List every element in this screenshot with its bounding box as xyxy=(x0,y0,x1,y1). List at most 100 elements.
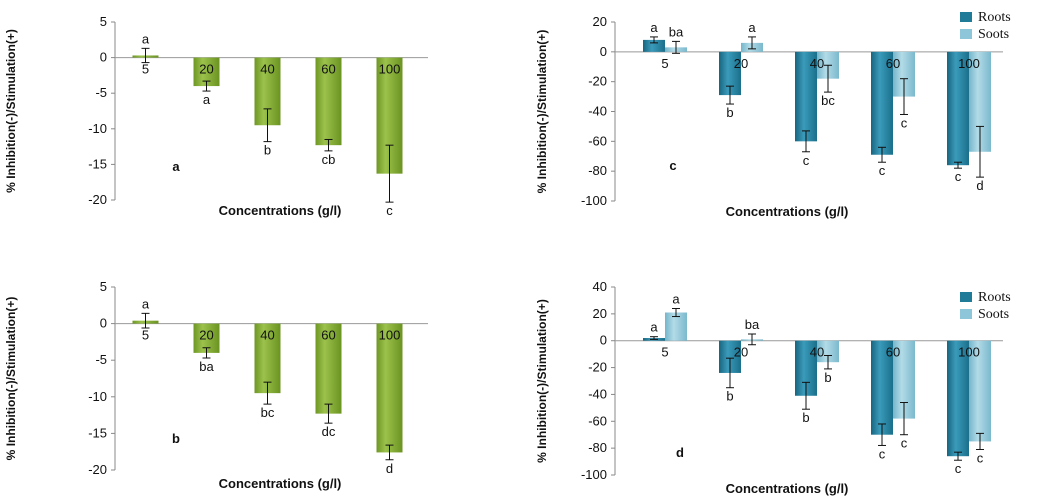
category-label: 40 xyxy=(810,345,824,360)
significance-label: a xyxy=(142,296,150,311)
category-label: 100 xyxy=(958,56,980,71)
significance-label: b xyxy=(726,105,733,120)
y-axis-title: % Inhibition(-)/Stimulation(+) xyxy=(4,297,18,461)
significance-label: cb xyxy=(322,152,336,167)
y-tick-label: -80 xyxy=(588,440,607,455)
significance-label: c xyxy=(977,450,984,465)
bar-soots xyxy=(665,312,687,341)
significance-label: a xyxy=(672,291,680,306)
y-tick-label: 0 xyxy=(100,316,107,331)
category-label: 5 xyxy=(142,62,149,77)
bar-roots xyxy=(643,39,665,52)
significance-label: b xyxy=(264,143,271,158)
y-tick-label: -60 xyxy=(588,413,607,428)
y-tick-label: 5 xyxy=(100,279,107,294)
bar xyxy=(254,323,281,394)
y-tick-label: -100 xyxy=(581,193,607,208)
panel-label: d xyxy=(676,445,684,460)
category-label: 20 xyxy=(199,328,213,343)
significance-label: c xyxy=(955,169,962,184)
legend-label-soots: Soots xyxy=(978,27,1009,42)
legend-swatch-soots xyxy=(960,29,972,39)
y-tick-label: -10 xyxy=(88,121,107,136)
x-axis-title: Concentrations (g/l) xyxy=(726,481,849,496)
legend-label-roots: Roots xyxy=(978,290,1011,305)
significance-label: a xyxy=(748,20,756,35)
chart-panel-a: 5 0 -5 -10 -15 -20 % Inhibition(-)/Stimulation… xyxy=(4,14,428,218)
legend-label-soots: Soots xyxy=(978,307,1009,322)
legend-swatch-roots xyxy=(960,292,972,302)
y-tick-label: 0 xyxy=(100,50,107,65)
chart-panel-b: 5 0 -5 -10 -15 -20 % Inhibition(-)/Stimulation… xyxy=(4,279,428,491)
significance-label: bc xyxy=(261,405,275,420)
panel-label: c xyxy=(669,158,676,173)
y-tick-label: -10 xyxy=(88,389,107,404)
significance-label: a xyxy=(142,31,150,46)
y-tick-label: -15 xyxy=(88,156,107,171)
bar-soots xyxy=(817,340,839,363)
y-tick-label: -40 xyxy=(588,104,607,119)
bar-roots xyxy=(719,340,741,373)
significance-label: ba xyxy=(199,359,214,374)
significance-label: ba xyxy=(745,317,760,332)
category-label: 20 xyxy=(734,345,748,360)
category-label: 20 xyxy=(734,56,748,71)
significance-label: d xyxy=(976,178,983,193)
significance-label: bc xyxy=(821,93,835,108)
significance-label: b xyxy=(802,410,809,425)
significance-label: c xyxy=(901,436,908,451)
x-axis-title: Concentrations (g/l) xyxy=(726,204,849,219)
significance-label: c xyxy=(901,115,908,130)
x-axis-title: Concentrations (g/l) xyxy=(219,476,342,491)
y-tick-label: -15 xyxy=(88,425,107,440)
significance-label: a xyxy=(650,320,658,335)
bar xyxy=(315,57,342,146)
x-axis-title: Concentrations (g/l) xyxy=(219,203,342,218)
significance-label: d xyxy=(386,461,393,476)
category-label: 40 xyxy=(260,328,274,343)
bar xyxy=(376,323,403,453)
significance-label: b xyxy=(824,370,831,385)
bar-roots xyxy=(795,51,817,142)
category-label: 60 xyxy=(321,62,335,77)
bar-roots xyxy=(871,51,893,155)
bar-soots xyxy=(893,51,915,97)
y-tick-label: -5 xyxy=(95,352,107,367)
significance-label: ba xyxy=(669,24,684,39)
bar-soots xyxy=(969,51,991,152)
category-label: 40 xyxy=(260,62,274,77)
category-label: 60 xyxy=(886,345,900,360)
significance-label: b xyxy=(726,389,733,404)
y-tick-label: -20 xyxy=(88,192,107,207)
significance-label: c xyxy=(955,461,962,476)
significance-label: dc xyxy=(322,424,336,439)
y-tick-label: 20 xyxy=(593,14,607,29)
significance-label: a xyxy=(650,20,658,35)
y-axis-title: % Inhibition(-)/Stimulation(+) xyxy=(4,29,18,193)
significance-label: c xyxy=(879,163,886,178)
category-label: 20 xyxy=(199,62,213,77)
y-tick-label: -80 xyxy=(588,163,607,178)
chart-panel-d: 40 20 0 -20 -40 -60 -80 -100 % Inhibition(-)/Sti… xyxy=(535,279,1011,496)
significance-label: a xyxy=(203,92,211,107)
bar-roots xyxy=(947,51,969,166)
bar-soots xyxy=(969,340,991,442)
y-axis-title: % Inhibition(-)/Stimulation(+) xyxy=(535,299,549,463)
bar-soots xyxy=(893,340,915,419)
category-label: 5 xyxy=(661,345,668,360)
significance-label: c xyxy=(879,446,886,461)
category-label: 5 xyxy=(142,328,149,343)
y-tick-label: -20 xyxy=(588,360,607,375)
chart-panel-c: 20 0 -20 -40 -60 -80 -100 % Inhibition(-)/Stimu… xyxy=(535,10,1011,219)
bar-roots xyxy=(795,340,817,396)
bar-roots xyxy=(871,340,893,435)
y-tick-label: 0 xyxy=(600,44,607,59)
y-tick-label: -40 xyxy=(588,386,607,401)
significance-label: c xyxy=(386,203,393,218)
category-label: 100 xyxy=(958,345,980,360)
category-label: 100 xyxy=(379,62,401,77)
significance-label: c xyxy=(803,153,810,168)
y-tick-label: 0 xyxy=(600,333,607,348)
panel-label: a xyxy=(172,159,180,174)
y-tick-label: 5 xyxy=(100,14,107,29)
